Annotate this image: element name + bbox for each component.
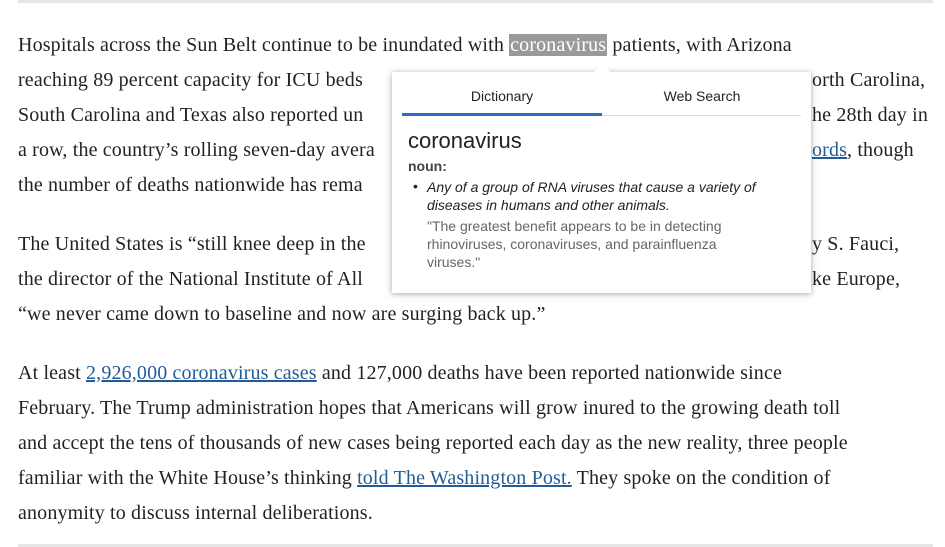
text: February. The Trump administration hopes…	[18, 397, 841, 419]
text-line: a row, the country’s rolling seven-day a…	[18, 133, 375, 168]
popup-caret	[593, 64, 611, 73]
text-line: At least 2,926,000 coronavirus cases and…	[18, 356, 782, 391]
text: patients, with Arizona	[612, 34, 792, 56]
text-line: “we never came down to baseline and now …	[18, 297, 545, 332]
text-line: he 28th day in	[812, 98, 928, 133]
part-of-speech: noun:	[408, 158, 447, 174]
text: South Carolina and Texas also reported u…	[18, 104, 364, 126]
text: At least	[18, 362, 81, 384]
text: he 28th day in	[812, 104, 928, 126]
text: a row, the country’s rolling seven-day a…	[18, 139, 375, 161]
bottom-rule	[18, 544, 933, 547]
text-line: familiar with the White House’s thinking…	[18, 461, 831, 496]
text-line: the number of deaths nationwide has rema	[18, 168, 363, 203]
link[interactable]: ords	[812, 139, 848, 161]
text-line: Hospitals across the Sun Belt continue t…	[18, 28, 792, 63]
text: , though	[847, 139, 914, 161]
link[interactable]: told The Washington Post.	[357, 467, 572, 489]
text: and 127,000 deaths have been reported na…	[321, 362, 783, 384]
active-tab-indicator	[402, 113, 602, 116]
text-line: y S. Fauci,	[812, 227, 899, 262]
text: The United States is “still knee deep in…	[18, 233, 366, 255]
tab[interactable]: Web Search	[663, 88, 741, 104]
text: ke Europe,	[812, 268, 901, 290]
text: reaching 89 percent capacity for ICU bed…	[18, 69, 363, 91]
text: familiar with the White House’s thinking	[18, 467, 352, 489]
text-line: February. The Trump administration hopes…	[18, 391, 840, 426]
dictionary-popup: Dictionary Web Search coronavirus noun: …	[392, 72, 811, 293]
text-line: reaching 89 percent capacity for ICU bed…	[18, 63, 363, 98]
link[interactable]: 2,926,000 coronavirus cases	[86, 362, 317, 384]
text-line: ords, though	[812, 133, 914, 168]
text: Hospitals across the Sun Belt continue t…	[18, 34, 504, 56]
text: y S. Fauci,	[812, 233, 900, 255]
text-line: orth Carolina,	[812, 63, 925, 98]
text-line: anonymity to discuss internal deliberati…	[18, 496, 373, 531]
text: and accept the tens of thousands of new …	[18, 432, 848, 454]
text: “we never came down to baseline and now …	[18, 303, 546, 325]
text: They spoke on the condition of	[576, 467, 831, 489]
text-line: and accept the tens of thousands of new …	[18, 426, 848, 461]
example: "The greatest benefit appears to be in d…	[427, 218, 722, 270]
tab[interactable]: Dictionary	[470, 88, 534, 104]
definition: Any of a group of RNA viruses that cause…	[427, 179, 756, 213]
word: coronavirus	[408, 128, 522, 153]
text: the number of deaths nationwide has rema	[18, 174, 363, 196]
text-line: The United States is “still knee deep in…	[18, 227, 366, 262]
text-line: the director of the National Institute o…	[18, 262, 363, 297]
bullet: •	[413, 178, 418, 194]
highlighted-word[interactable]: coronavirus	[509, 34, 608, 56]
text-line: South Carolina and Texas also reported u…	[18, 98, 363, 133]
text: orth Carolina,	[812, 69, 926, 91]
text: the director of the National Institute o…	[18, 268, 363, 290]
text: anonymity to discuss internal deliberati…	[18, 502, 373, 524]
text-line: ke Europe,	[812, 262, 900, 297]
top-rule	[18, 0, 933, 3]
